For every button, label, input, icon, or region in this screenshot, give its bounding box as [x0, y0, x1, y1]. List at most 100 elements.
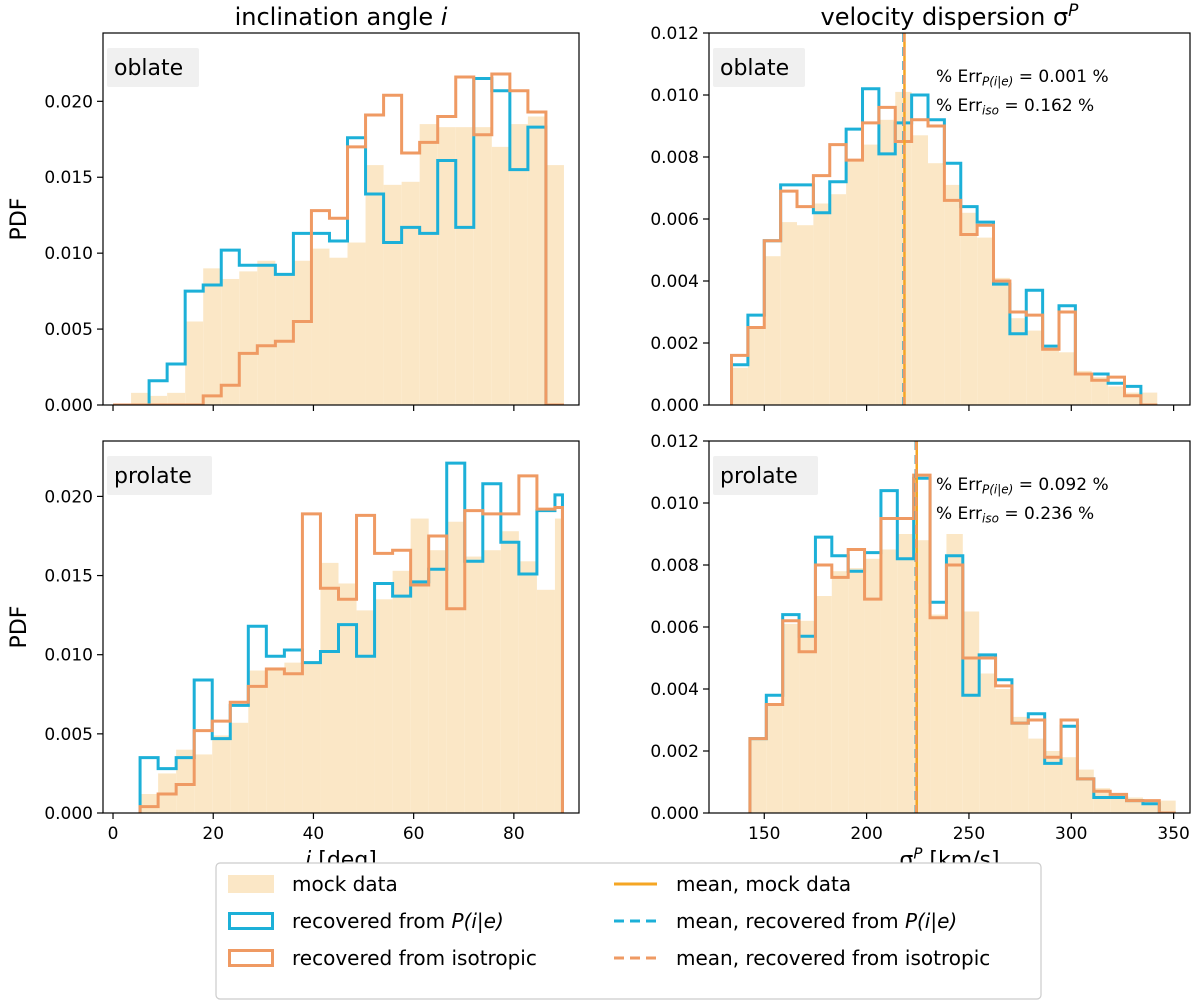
mock-bar	[392, 570, 411, 813]
x-tick-label: 350	[1157, 824, 1189, 844]
x-tick-label: 80	[503, 824, 525, 844]
mock-bar	[410, 518, 429, 813]
mock-bar	[944, 184, 961, 405]
mock-bar	[1091, 377, 1109, 405]
legend-item: mean, recovered from isotropic	[614, 946, 990, 970]
legend: mock data recovered from P(i|e) recovered …	[215, 862, 1042, 1000]
y-tick-label: 0.010	[650, 86, 699, 106]
mock-bar	[509, 124, 528, 405]
mock-bar	[356, 610, 375, 813]
mock-bar	[239, 271, 258, 405]
series-iso-step	[138, 474, 564, 813]
panel-1: 0.000 0.005 0.010 0.015 0.020 oblate inclinati…	[7, 3, 580, 416]
x-tick-label: 0	[108, 824, 119, 844]
y-tick-label: 0.006	[650, 210, 699, 230]
y-tick-label: 0.000	[650, 396, 699, 416]
panel-2: 0.000 0.002 0.004 0.006 0.008 0.010 0.012 oblat…	[650, 1, 1191, 416]
series-iso-step	[748, 473, 1176, 813]
y-tick-label: 0.000	[650, 804, 699, 824]
mock-bar	[1061, 757, 1078, 813]
mock-bar	[419, 124, 438, 405]
mock-bar	[930, 614, 947, 813]
mock-bar	[731, 367, 748, 405]
mock-bar	[248, 670, 267, 813]
mock-bar	[221, 278, 240, 405]
panel-label: oblate	[107, 48, 199, 87]
mock-bar	[780, 222, 798, 405]
mock-bar	[455, 127, 474, 405]
mock-bar	[329, 257, 348, 405]
mock-bar	[749, 738, 767, 813]
series-iso-step	[730, 105, 1158, 405]
mock-bar	[167, 392, 186, 405]
series-iso-step	[113, 72, 564, 405]
mock-bar	[374, 599, 393, 813]
mock-bar	[1110, 794, 1127, 813]
error-annotation: % Erriso​ = 0.162 %	[936, 96, 1094, 118]
mock-bar	[500, 531, 519, 813]
axes-frame	[102, 440, 580, 814]
mock-bar	[185, 321, 204, 405]
y-axis-label: PDF	[7, 606, 32, 649]
mock-bar	[401, 181, 420, 405]
axes-frame	[102, 32, 580, 406]
mock-bar	[257, 260, 276, 405]
mock-bar	[293, 260, 312, 405]
legend-item: mock data	[228, 872, 398, 896]
y-tick-label: 0.000	[44, 804, 93, 824]
y-tick-label: 0.005	[44, 320, 93, 340]
mock-bar	[829, 194, 847, 405]
panel-label: prolate	[107, 456, 212, 495]
legend-label: recovered from isotropic	[292, 946, 537, 970]
y-tick-label: 0.015	[44, 567, 93, 587]
x-tick-label: 60	[403, 824, 425, 844]
mock-bar	[536, 589, 555, 813]
mock-bar	[977, 237, 994, 405]
panel-label: oblate	[713, 48, 805, 87]
y-tick-label: 0.002	[650, 334, 699, 354]
mock-bar	[848, 568, 865, 813]
mock-bar	[815, 596, 832, 813]
mock-bar	[766, 704, 783, 813]
mock-bar	[473, 127, 492, 405]
legend-label: mean, recovered from P(i|e)	[676, 909, 957, 933]
x-tick-label: 40	[303, 824, 325, 844]
mock-bar	[880, 549, 898, 813]
mock-bar	[897, 534, 914, 813]
mock-bar	[428, 550, 447, 813]
y-tick-label: 0.020	[44, 487, 93, 507]
mock-bar	[149, 395, 168, 405]
svg-text:prolate: prolate	[114, 464, 192, 489]
mock-bar	[275, 272, 294, 405]
series-pie-step	[138, 461, 564, 813]
legend-item: mean, recovered from P(i|e)	[614, 909, 957, 933]
mock-bar	[979, 673, 996, 813]
mock-bar	[176, 749, 195, 813]
svg-text:oblate: oblate	[720, 56, 789, 81]
legend-item: mean, mock data	[614, 872, 851, 896]
mock-bar	[230, 722, 249, 813]
y-tick-label: 0.010	[44, 646, 93, 666]
mock-bar	[1108, 386, 1125, 405]
mock-bar	[437, 127, 456, 405]
mock-bar	[338, 583, 357, 813]
mock-bar	[194, 754, 213, 813]
x-tick-label: 200	[850, 824, 882, 844]
y-tick-label: 0.020	[44, 92, 93, 112]
mock-bar	[446, 521, 465, 813]
column-title: velocity dispersion σP​	[821, 1, 1080, 31]
mock-bar	[1044, 751, 1062, 813]
mock-bar	[203, 268, 222, 405]
mock-bar	[347, 242, 366, 405]
mock-bar	[527, 116, 546, 405]
mock-bar	[131, 392, 150, 405]
y-tick-label: 0.008	[650, 148, 699, 168]
legend-label: mean, recovered from isotropic	[676, 946, 990, 970]
mock-bar	[464, 556, 483, 813]
column-title: inclination angle i	[235, 3, 448, 31]
mock-bar	[1159, 800, 1176, 813]
mock-bar	[1028, 738, 1045, 813]
mock-bar	[1011, 716, 1029, 813]
y-tick-label: 0.008	[650, 556, 699, 576]
mock-bar	[747, 327, 765, 405]
